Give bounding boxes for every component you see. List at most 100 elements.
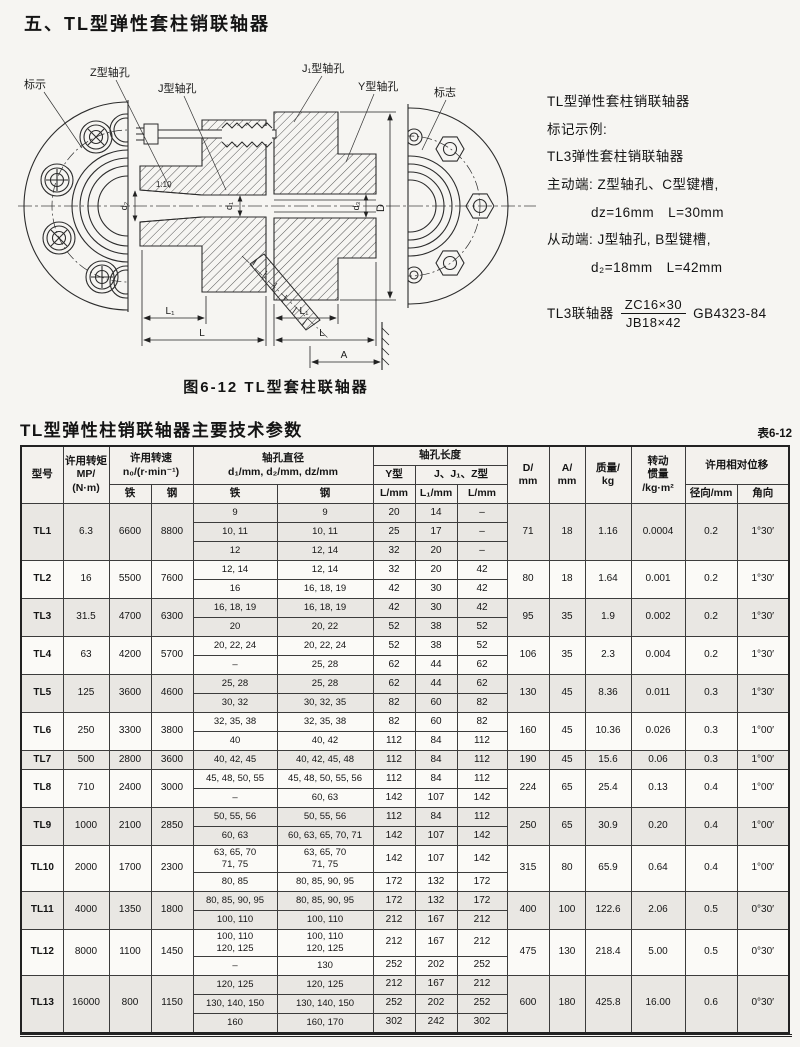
cell-len-l1: 167 bbox=[414, 928, 458, 957]
bolt-hole bbox=[109, 265, 128, 299]
label-y-hole: Y型轴孔 bbox=[358, 79, 398, 93]
cell-dia-steel: 160, 170 bbox=[276, 1012, 374, 1033]
cell-len-y: 112 bbox=[372, 750, 416, 770]
cell-dia-iron: 60, 63 bbox=[192, 826, 278, 846]
cell-dia-steel: 12, 14 bbox=[276, 541, 374, 561]
cell-dia-iron: 25, 28 bbox=[192, 674, 278, 694]
dim-l1-right: L₁ bbox=[300, 306, 310, 317]
cell-speed-iron: 3300 bbox=[108, 712, 152, 751]
cell-torque: 16000 bbox=[62, 974, 110, 1033]
cell-radial: 0.2 bbox=[684, 560, 738, 599]
label-j1-hole: J₁型轴孔 bbox=[302, 61, 344, 75]
cell-torque: 6.3 bbox=[62, 503, 110, 561]
cell-len-y: 62 bbox=[372, 655, 416, 675]
cell-A: 65 bbox=[548, 769, 586, 808]
cell-dia-iron: 80, 85, 90, 95 bbox=[192, 890, 278, 911]
cell-dia-steel: 40, 42, 45, 48 bbox=[276, 750, 374, 770]
cell-mass: 65.9 bbox=[584, 845, 632, 892]
cell-len-l1: 202 bbox=[414, 955, 458, 976]
cell-len-y: 172 bbox=[372, 871, 416, 892]
designation-fraction: ZC16×30 JB18×42 bbox=[620, 296, 687, 332]
table-row: TL13 16000 800 1150 120, 125 120, 125 212 167 21… bbox=[20, 974, 790, 1033]
cell-inertia: 0.0004 bbox=[630, 503, 686, 561]
marking-example-label: 标记示例: bbox=[547, 121, 608, 137]
cell-dia-steel: 60, 63, 65, 70, 71 bbox=[276, 826, 374, 846]
cell-len-l1: 84 bbox=[414, 807, 458, 827]
marking-drive-dims: dz=16mm L=30mm bbox=[591, 204, 725, 220]
cell-dia-steel: 50, 55, 56 bbox=[276, 807, 374, 827]
header-torque: 许用转矩 MP/ (N·m) bbox=[62, 445, 110, 504]
cell-angular: 1°30′ bbox=[736, 503, 790, 561]
cell-dia-iron: 12, 14 bbox=[192, 560, 278, 580]
table-row: TL8 710 2400 3000 45, 48, 50, 55 45, 48, 50, … bbox=[20, 769, 790, 808]
cell-radial: 0.3 bbox=[684, 674, 738, 713]
cell-speed-iron: 2400 bbox=[108, 769, 152, 808]
cell-len-y: 212 bbox=[372, 928, 416, 957]
cell-inertia: 5.00 bbox=[630, 928, 686, 976]
cell-len-l1: 242 bbox=[414, 1012, 458, 1033]
cell-model: TL10 bbox=[20, 845, 64, 892]
cell-mass: 1.9 bbox=[584, 598, 632, 637]
designation-denominator: JB18×42 bbox=[625, 315, 682, 331]
cell-len-l: 252 bbox=[456, 993, 508, 1014]
cell-speed-steel: 3000 bbox=[150, 769, 194, 808]
header-j-l: L/mm bbox=[456, 484, 508, 504]
cell-inertia: 0.64 bbox=[630, 845, 686, 892]
cell-len-y: 112 bbox=[372, 731, 416, 751]
cell-model: TL11 bbox=[20, 890, 64, 930]
cell-len-l: 142 bbox=[456, 788, 508, 808]
table-row: –60, 63 142 107 142 bbox=[21, 788, 789, 808]
cell-model: TL12 bbox=[20, 928, 64, 976]
leader-lines bbox=[43, 75, 447, 191]
cell-model: TL1 bbox=[20, 503, 64, 561]
table-row: TL7 500 2800 3600 40, 42, 45 40, 42, 45, 48 11… bbox=[20, 750, 790, 770]
cell-dia-iron: 12 bbox=[192, 541, 278, 561]
cell-len-y: 62 bbox=[372, 674, 416, 694]
cell-radial: 0.4 bbox=[684, 769, 738, 808]
cell-dia-iron: – bbox=[192, 955, 278, 976]
cell-A: 35 bbox=[548, 636, 586, 675]
cell-len-l: 172 bbox=[456, 890, 508, 911]
cell-dia-steel: 20, 22 bbox=[276, 617, 374, 637]
cell-len-l: – bbox=[456, 541, 508, 561]
cell-dia-iron: 130, 140, 150 bbox=[192, 993, 278, 1014]
figure-caption: 图6-12 TL型套柱联轴器 bbox=[183, 379, 369, 396]
cell-dia-iron: 20, 22, 24 bbox=[192, 636, 278, 656]
dim-lengths bbox=[141, 250, 390, 370]
cell-model: TL9 bbox=[20, 807, 64, 846]
header-speed-iron: 铁 bbox=[108, 484, 152, 504]
cell-len-l: 112 bbox=[456, 731, 508, 751]
cell-torque: 4000 bbox=[62, 890, 110, 930]
cell-len-l1: 60 bbox=[414, 693, 458, 713]
table-row: 16 16, 18, 19 42 30 42 bbox=[21, 579, 789, 599]
cell-dia-steel: 20, 22, 24 bbox=[276, 636, 374, 656]
cell-D: 71 bbox=[506, 503, 550, 561]
cell-torque: 500 bbox=[62, 750, 110, 770]
pin-bolt bbox=[136, 122, 277, 148]
cell-len-y: 172 bbox=[372, 890, 416, 911]
cell-len-l1: 38 bbox=[414, 617, 458, 637]
cell-speed-iron: 4700 bbox=[108, 598, 152, 637]
cell-len-y: 302 bbox=[372, 1012, 416, 1033]
cell-len-l1: 132 bbox=[414, 871, 458, 892]
cell-len-l: 142 bbox=[456, 845, 508, 873]
cell-dia-iron: 9 bbox=[192, 503, 278, 523]
cell-len-l1: 60 bbox=[414, 712, 458, 732]
cell-torque: 63 bbox=[62, 636, 110, 675]
cell-dia-iron: 80, 85 bbox=[192, 871, 278, 892]
cell-len-y: 112 bbox=[372, 769, 416, 789]
cell-angular: 1°30′ bbox=[736, 598, 790, 637]
cell-radial: 0.6 bbox=[684, 974, 738, 1033]
cell-len-l1: 167 bbox=[414, 909, 458, 930]
spec-table: 型号 许用转矩 MP/ (N·m) 许用转速 n₀/(r·min⁻¹) 轴孔直径… bbox=[20, 445, 791, 1034]
cell-speed-steel: 1450 bbox=[150, 928, 194, 976]
cell-len-l: 62 bbox=[456, 674, 508, 694]
cell-radial: 0.2 bbox=[684, 636, 738, 675]
marking-drive-end: 主动端: Z型轴孔、C型键槽, bbox=[547, 177, 719, 193]
cell-inertia: 0.06 bbox=[630, 750, 686, 770]
cell-len-l1: 107 bbox=[414, 845, 458, 873]
cell-speed-iron: 1700 bbox=[108, 845, 152, 892]
spec-table-section: TL型弹性柱销联轴器主要技术参数 表6-12 型号 许用转矩 MP/ (N·m)… bbox=[20, 416, 792, 1037]
header-inertia: 转动 惯量 /kg·m² bbox=[630, 445, 686, 504]
cell-D: 130 bbox=[506, 674, 550, 713]
